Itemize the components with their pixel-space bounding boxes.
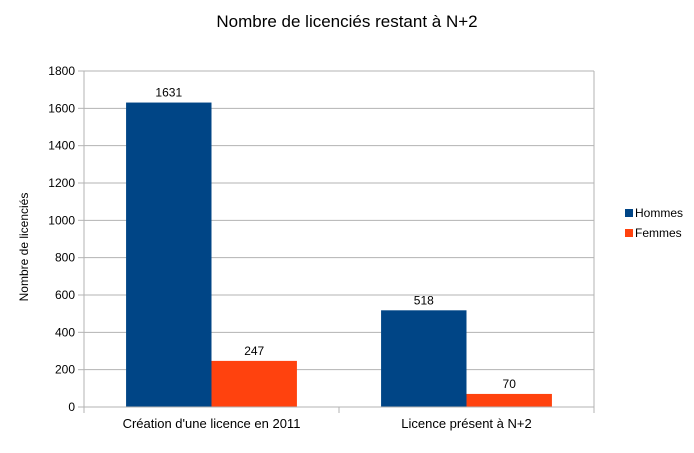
y-tick-label: 1600 bbox=[48, 101, 75, 115]
data-label: 1631 bbox=[155, 86, 182, 100]
y-tick-label: 800 bbox=[55, 251, 75, 265]
y-tick-label: 1000 bbox=[48, 213, 75, 227]
bar-hommes bbox=[381, 310, 467, 407]
bar-femmes bbox=[211, 360, 297, 407]
y-tick-label: 1400 bbox=[48, 139, 75, 153]
x-category-label: Création d'une licence en 2011 bbox=[123, 416, 301, 431]
y-tick-label: 0 bbox=[68, 400, 75, 414]
legend-label: Hommes bbox=[635, 206, 683, 220]
y-tick-label: 600 bbox=[55, 288, 75, 302]
y-axis-label: Nombre de licenciés bbox=[17, 193, 31, 302]
legend-swatch-hommes bbox=[625, 209, 633, 217]
legend: Hommes Femmes bbox=[625, 206, 683, 240]
y-tick-label: 1200 bbox=[48, 176, 75, 190]
legend-swatch-femmes bbox=[625, 229, 633, 237]
bars: 1631 247 518 70 bbox=[126, 86, 552, 408]
data-label: 70 bbox=[503, 377, 517, 391]
legend-label: Femmes bbox=[635, 226, 682, 240]
axes: 0 200 400 600 800 1000 1200 1400 1600 1800 Créatio… bbox=[48, 64, 595, 431]
data-label: 247 bbox=[244, 344, 264, 358]
y-tick-label: 400 bbox=[55, 325, 75, 339]
data-label: 518 bbox=[414, 293, 434, 307]
y-tick-label: 200 bbox=[55, 363, 75, 377]
bar-hommes bbox=[126, 102, 212, 408]
chart-title: Nombre de licenciés restant à N+2 bbox=[216, 12, 477, 31]
bar-femmes bbox=[466, 393, 552, 407]
y-tick-label: 1800 bbox=[48, 64, 75, 78]
x-category-label: Licence présent à N+2 bbox=[401, 416, 531, 431]
